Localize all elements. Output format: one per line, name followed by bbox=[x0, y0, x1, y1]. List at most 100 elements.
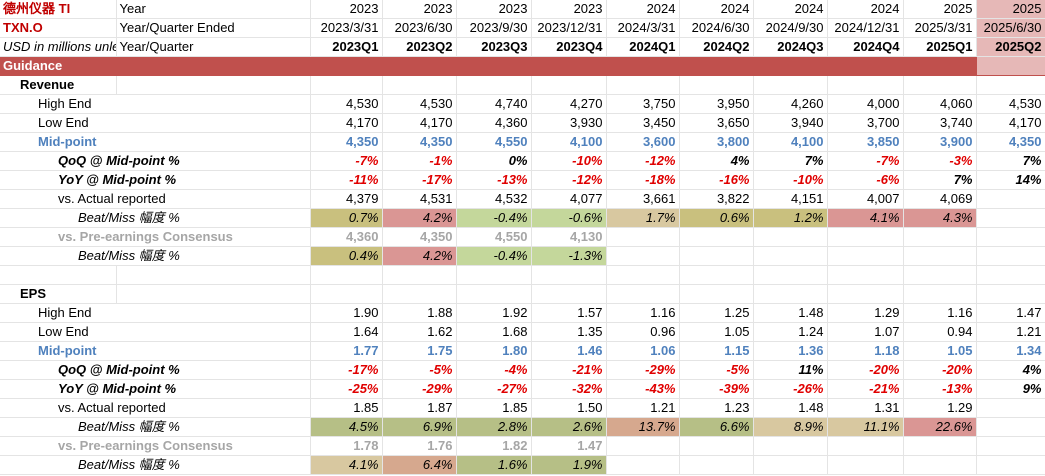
eps-beat1-cell[interactable]: 6.9% bbox=[382, 417, 457, 437]
revenue-yoy-cell[interactable]: 14% bbox=[976, 170, 1045, 190]
eps-low_end-cell[interactable]: 1.21 bbox=[976, 322, 1045, 342]
revenue-yoy-cell[interactable]: -11% bbox=[310, 170, 383, 190]
eps-low_end-cell[interactable]: 1.35 bbox=[531, 322, 607, 342]
revenue-beat1-cell[interactable]: 4.2% bbox=[382, 208, 457, 228]
empty-cell[interactable] bbox=[382, 75, 457, 95]
revenue-yoy-cell[interactable]: -12% bbox=[531, 170, 607, 190]
eps-title[interactable]: EPS bbox=[0, 284, 117, 304]
col-quarter-3[interactable]: 2023Q4 bbox=[531, 37, 607, 57]
band-cell[interactable] bbox=[753, 56, 828, 76]
eps-beat2-cell[interactable] bbox=[679, 455, 754, 475]
revenue-consensus-cell[interactable]: 4,350 bbox=[382, 227, 457, 247]
eps-consensus-cell[interactable] bbox=[903, 436, 977, 456]
col-quarter-2[interactable]: 2023Q3 bbox=[456, 37, 532, 57]
revenue-yoy-cell[interactable]: -13% bbox=[456, 170, 532, 190]
col-year-1[interactable]: 2023 bbox=[382, 0, 457, 19]
revenue-high_end-cell[interactable]: 4,530 bbox=[976, 94, 1045, 114]
revenue-beat2-cell[interactable] bbox=[976, 246, 1045, 266]
eps-high_end-cell[interactable]: 1.92 bbox=[456, 303, 532, 323]
revenue-actual-cell[interactable]: 4,379 bbox=[310, 189, 383, 209]
col-year-8[interactable]: 2025 bbox=[903, 0, 977, 19]
empty-cell[interactable] bbox=[382, 284, 457, 304]
revenue-consensus-cell[interactable] bbox=[827, 227, 904, 247]
empty-cell[interactable] bbox=[976, 284, 1045, 304]
eps-beat2-cell[interactable] bbox=[903, 455, 977, 475]
empty-cell[interactable] bbox=[679, 265, 754, 285]
empty-cell[interactable] bbox=[827, 75, 904, 95]
col-ended-8[interactable]: 2025/3/31 bbox=[903, 18, 977, 38]
revenue-high_end-label[interactable]: High End bbox=[0, 94, 311, 114]
revenue-high_end-cell[interactable]: 4,260 bbox=[753, 94, 828, 114]
empty-cell[interactable] bbox=[976, 75, 1045, 95]
revenue-high_end-cell[interactable]: 4,740 bbox=[456, 94, 532, 114]
col-year-9[interactable]: 2025 bbox=[976, 0, 1045, 19]
eps-low_end-cell[interactable]: 1.64 bbox=[310, 322, 383, 342]
revenue-high_end-cell[interactable]: 4,000 bbox=[827, 94, 904, 114]
eps-beat2-label[interactable]: Beat/Miss 幅度 % bbox=[0, 455, 311, 475]
band-cell[interactable] bbox=[310, 56, 383, 76]
eps-qoq-label[interactable]: QoQ @ Mid-point % bbox=[0, 360, 311, 380]
eps-qoq-cell[interactable]: -5% bbox=[679, 360, 754, 380]
revenue-qoq-cell[interactable]: 0% bbox=[456, 151, 532, 171]
eps-actual-cell[interactable]: 1.23 bbox=[679, 398, 754, 418]
header-label[interactable]: Year/Quarter bbox=[116, 37, 311, 57]
eps-beat1-cell[interactable]: 6.6% bbox=[679, 417, 754, 437]
revenue-actual-cell[interactable]: 4,532 bbox=[456, 189, 532, 209]
empty-cell[interactable] bbox=[679, 75, 754, 95]
band-cell[interactable] bbox=[606, 56, 680, 76]
revenue-qoq-cell[interactable]: -3% bbox=[903, 151, 977, 171]
eps-qoq-cell[interactable]: -5% bbox=[382, 360, 457, 380]
revenue-actual-label[interactable]: vs. Actual reported bbox=[0, 189, 311, 209]
revenue-high_end-cell[interactable]: 4,060 bbox=[903, 94, 977, 114]
revenue-beat2-cell[interactable] bbox=[903, 246, 977, 266]
revenue-low_end-cell[interactable]: 4,360 bbox=[456, 113, 532, 133]
eps-high_end-cell[interactable]: 1.90 bbox=[310, 303, 383, 323]
revenue-yoy-cell[interactable]: -17% bbox=[382, 170, 457, 190]
eps-beat2-cell[interactable] bbox=[976, 455, 1045, 475]
revenue-yoy-cell[interactable]: -6% bbox=[827, 170, 904, 190]
col-year-5[interactable]: 2024 bbox=[679, 0, 754, 19]
empty-cell[interactable] bbox=[606, 75, 680, 95]
col-quarter-0[interactable]: 2023Q1 bbox=[310, 37, 383, 57]
empty-cell[interactable] bbox=[903, 75, 977, 95]
empty-cell[interactable] bbox=[976, 265, 1045, 285]
eps-actual-label[interactable]: vs. Actual reported bbox=[0, 398, 311, 418]
band-cell[interactable] bbox=[456, 56, 532, 76]
revenue-beat2-cell[interactable] bbox=[827, 246, 904, 266]
eps-yoy-label[interactable]: YoY @ Mid-point % bbox=[0, 379, 311, 399]
eps-consensus-cell[interactable] bbox=[679, 436, 754, 456]
empty-cell[interactable] bbox=[456, 75, 532, 95]
col-year-0[interactable]: 2023 bbox=[310, 0, 383, 19]
empty-cell[interactable] bbox=[606, 284, 680, 304]
eps-high_end-cell[interactable]: 1.47 bbox=[976, 303, 1045, 323]
revenue-beat2-cell[interactable]: 4.2% bbox=[382, 246, 457, 266]
revenue-actual-cell[interactable] bbox=[976, 189, 1045, 209]
eps-yoy-cell[interactable]: 9% bbox=[976, 379, 1045, 399]
guidance-title[interactable]: Guidance bbox=[0, 56, 117, 76]
revenue-actual-cell[interactable]: 4,069 bbox=[903, 189, 977, 209]
eps-actual-cell[interactable] bbox=[976, 398, 1045, 418]
eps-mid-cell[interactable]: 1.34 bbox=[976, 341, 1045, 361]
eps-consensus-cell[interactable] bbox=[827, 436, 904, 456]
eps-beat1-cell[interactable] bbox=[976, 417, 1045, 437]
col-ended-5[interactable]: 2024/6/30 bbox=[679, 18, 754, 38]
revenue-beat1-cell[interactable]: -0.4% bbox=[456, 208, 532, 228]
band-cell[interactable] bbox=[382, 56, 457, 76]
eps-beat1-cell[interactable]: 11.1% bbox=[827, 417, 904, 437]
eps-yoy-cell[interactable]: -29% bbox=[382, 379, 457, 399]
eps-yoy-cell[interactable]: -25% bbox=[310, 379, 383, 399]
col-year-3[interactable]: 2023 bbox=[531, 0, 607, 19]
revenue-consensus-cell[interactable]: 4,550 bbox=[456, 227, 532, 247]
eps-beat2-cell[interactable]: 4.1% bbox=[310, 455, 383, 475]
eps-mid-label[interactable]: Mid-point bbox=[0, 341, 311, 361]
eps-mid-cell[interactable]: 1.80 bbox=[456, 341, 532, 361]
revenue-qoq-cell[interactable]: -1% bbox=[382, 151, 457, 171]
col-quarter-7[interactable]: 2024Q4 bbox=[827, 37, 904, 57]
empty-cell[interactable] bbox=[116, 265, 311, 285]
revenue-qoq-cell[interactable]: -7% bbox=[310, 151, 383, 171]
empty-cell[interactable] bbox=[456, 265, 532, 285]
revenue-mid-cell[interactable]: 4,350 bbox=[976, 132, 1045, 152]
eps-mid-cell[interactable]: 1.05 bbox=[903, 341, 977, 361]
col-ended-1[interactable]: 2023/6/30 bbox=[382, 18, 457, 38]
eps-qoq-cell[interactable]: -20% bbox=[903, 360, 977, 380]
